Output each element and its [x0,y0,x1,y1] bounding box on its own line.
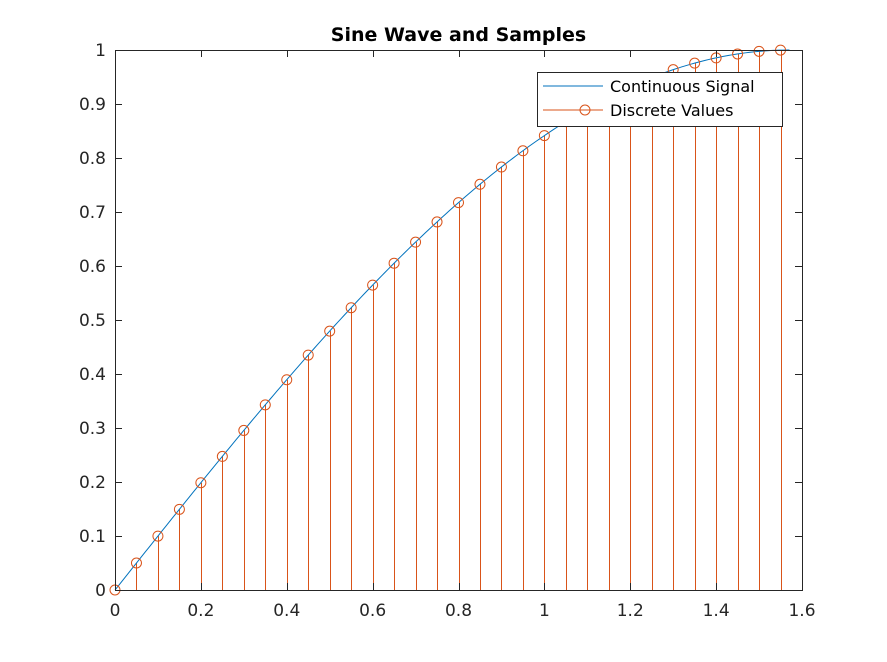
stem-marker [281,374,293,386]
stem-marker [345,302,357,314]
stem-marker [195,477,207,489]
y-tick-label: 0.4 [79,365,106,385]
x-tick-label: 0.2 [187,601,214,621]
legend-continuous-label: Continuous Signal [610,77,755,96]
legend-discrete-label: Discrete Values [610,101,733,120]
x-tick-label: 0.8 [445,601,472,621]
y-tick-label: 0.6 [79,257,106,277]
stem-marker [474,178,486,190]
y-tick-label: 0.2 [79,473,106,493]
y-tick-label: 1 [95,41,106,61]
y-tick-label: 0.1 [79,527,106,547]
stem-marker [732,48,744,60]
stem-marker [388,257,400,269]
y-tick-label: 0.3 [79,419,106,439]
stem-marker [367,279,379,291]
y-tick-label: 0.5 [79,311,106,331]
stem-marker [259,399,271,411]
x-tick-label: 0.4 [273,601,300,621]
stem-marker [302,349,314,361]
legend-discrete-marker-sample [579,104,591,116]
stem-marker [216,450,228,462]
x-tick-label: 1.2 [617,601,644,621]
stem-marker [538,130,550,142]
stem-marker [152,530,164,542]
stem-marker [410,236,422,248]
stem-marker [753,45,765,57]
continuous-signal-line [114,49,790,591]
axes-background [115,50,802,590]
x-tick-label: 0.6 [359,601,386,621]
stem-marker [130,557,142,569]
stem-marker [689,57,701,69]
x-axis-ticks: 0 0.2 0.4 0.6 0.8 1 1.2 1.4 1.6 [110,50,816,621]
stem-marker [173,503,185,515]
stem-marker [238,424,250,436]
discrete-values-stems [136,50,782,590]
legend: Continuous Signal Discrete Values [537,72,783,127]
y-tick-label: 0 [95,581,106,601]
y-tick-label: 0.9 [79,95,106,115]
stem-marker [324,325,336,337]
x-tick-label: 1.4 [703,601,730,621]
y-tick-label: 0.8 [79,149,106,169]
stem-marker [431,216,443,228]
chart-title: Sine Wave and Samples [331,24,586,46]
x-tick-label: 1.6 [788,601,815,621]
stem-marker [495,161,507,173]
stem-marker [517,145,529,157]
x-tick-label: 1 [539,601,550,621]
discrete-values-markers [109,44,787,596]
stem-marker [453,197,464,209]
y-tick-label: 0.7 [79,203,106,223]
x-tick-label: 0 [110,601,121,621]
legend-box [537,72,783,127]
y-axis-ticks: 0 0.1 0.2 0.3 0.4 0.5 0.6 0.7 0.8 0.9 1 [79,41,802,601]
